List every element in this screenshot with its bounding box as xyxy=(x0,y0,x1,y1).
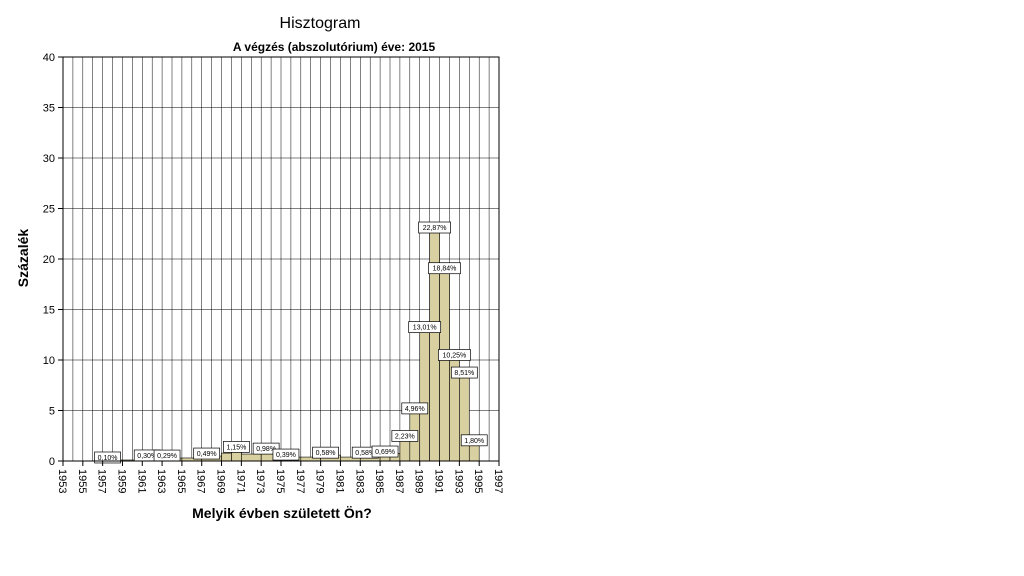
data-label-box xyxy=(418,221,451,234)
x-tick-label: 1961 xyxy=(135,469,147,493)
data-label: 0,69% xyxy=(371,445,399,458)
data-label-box xyxy=(94,451,121,464)
x-tick-label: 1987 xyxy=(393,469,405,493)
y-axis-title: Százalék xyxy=(15,229,31,288)
x-tick-label: 1991 xyxy=(433,469,445,493)
data-label: 2,23% xyxy=(391,430,419,442)
data-label-text: 0,98% xyxy=(256,446,276,453)
x-tick-label: 1969 xyxy=(215,469,227,493)
x-tick-label: 1997 xyxy=(492,469,504,493)
y-tick-label: 15 xyxy=(43,305,55,317)
x-tick-label: 1957 xyxy=(96,469,108,493)
x-tick-label: 1983 xyxy=(353,469,365,493)
data-label: 1,80% xyxy=(460,434,488,447)
x-tick-label: 1953 xyxy=(56,469,68,493)
data-label-text: 0,29% xyxy=(157,453,177,460)
data-label: 10,25% xyxy=(438,349,471,361)
data-label: 4,96% xyxy=(401,402,429,415)
histogram-bar xyxy=(399,438,411,462)
data-label-text: 1,15% xyxy=(226,444,246,451)
x-tick-label: 1963 xyxy=(155,469,167,493)
x-tick-label: 1975 xyxy=(274,469,286,493)
x-tick-label: 1989 xyxy=(413,469,425,493)
data-label-text: 13,01% xyxy=(413,325,437,332)
data-label: 1,15% xyxy=(223,441,250,453)
data-label: 0,58% xyxy=(312,446,339,459)
data-label-box xyxy=(272,448,300,461)
data-label-box xyxy=(252,442,280,455)
data-label-box xyxy=(450,366,478,379)
data-label-text: 0,30% xyxy=(137,453,157,460)
x-tick-label: 1955 xyxy=(76,469,88,493)
data-label-box xyxy=(223,441,250,453)
data-label-text: 22,87% xyxy=(423,225,447,232)
data-label: 0,10% xyxy=(94,451,121,464)
data-label: 13,01% xyxy=(408,321,442,333)
data-label-text: 0,69% xyxy=(375,449,395,456)
x-tick-labels: 1953 1955 1957 1959 1961 1963 1965 1967 1969 1971… xyxy=(56,461,504,493)
x-tick-label: 1979 xyxy=(314,469,326,493)
histogram-bar xyxy=(241,453,262,462)
y-tick-label: 5 xyxy=(49,406,55,418)
data-label-box xyxy=(391,430,419,442)
data-label-box xyxy=(193,447,221,460)
data-label-box xyxy=(371,445,399,458)
data-label: 8,51% xyxy=(450,366,478,379)
data-label-text: 4,96% xyxy=(405,406,425,413)
y-tick-labels: 0 5 10 15 20 25 30 35 40 xyxy=(43,52,63,468)
x-tick-label: 1959 xyxy=(115,469,127,493)
data-label-box xyxy=(312,446,339,459)
data-label-box xyxy=(460,434,488,447)
data-label-text: 0,58% xyxy=(355,450,375,457)
data-label-text: 0,49% xyxy=(197,451,217,458)
data-label-text: 8,51% xyxy=(454,370,474,377)
x-axis-title: Melyik évben született Ön? xyxy=(192,505,372,521)
data-label-text: 0,10% xyxy=(98,455,118,462)
y-tick-label: 10 xyxy=(43,355,55,367)
y-tick-label: 20 xyxy=(43,254,55,266)
data-label-text: 1,80% xyxy=(464,438,484,445)
x-tick-label: 1973 xyxy=(254,469,266,493)
x-tick-label: 1977 xyxy=(294,469,306,493)
histogram-bar xyxy=(419,329,430,462)
data-label-text: 0,39% xyxy=(276,452,296,459)
chart-subtitle: A végzés (abszolutórium) éve: 2015 xyxy=(233,40,436,54)
y-tick-label: 35 xyxy=(43,103,55,115)
x-tick-label: 1981 xyxy=(333,469,345,493)
x-tick-label: 1965 xyxy=(175,469,187,493)
x-tick-label: 1993 xyxy=(452,469,464,493)
y-tick-label: 25 xyxy=(43,204,55,216)
data-label-text: 18,84% xyxy=(433,266,457,273)
data-labels-group: 0,10% 0,30% 0,29% 0,49% 1,15% 0,98%0,39% 0,58%… xyxy=(94,221,488,464)
data-label-box xyxy=(401,402,429,415)
data-label-text: 2,23% xyxy=(395,433,415,440)
x-tick-label: 1971 xyxy=(234,469,246,493)
data-label-box xyxy=(438,349,471,361)
chart-title: Hisztogram xyxy=(280,15,361,32)
data-label-box xyxy=(428,262,461,275)
histogram-bar xyxy=(439,270,450,462)
data-label: 0,98% xyxy=(252,442,280,455)
data-label: 22,87% xyxy=(418,221,451,234)
data-label: 0,29% xyxy=(153,449,181,462)
y-tick-label: 40 xyxy=(43,52,55,64)
data-label-box xyxy=(408,321,442,333)
y-tick-label: 30 xyxy=(43,153,55,165)
x-tick-label: 1985 xyxy=(373,469,385,493)
data-label: 0,39% xyxy=(272,448,300,461)
data-label: 18,84% xyxy=(428,262,461,275)
x-tick-label: 1995 xyxy=(472,469,484,493)
data-label-text: 10,25% xyxy=(443,352,467,359)
y-tick-label: 0 xyxy=(49,456,55,468)
x-tick-label: 1967 xyxy=(195,469,207,493)
data-label-text: 0,58% xyxy=(316,450,336,457)
histogram-bar xyxy=(221,452,232,462)
histogram-bar xyxy=(459,374,470,462)
data-label: 0,49% xyxy=(193,447,221,460)
